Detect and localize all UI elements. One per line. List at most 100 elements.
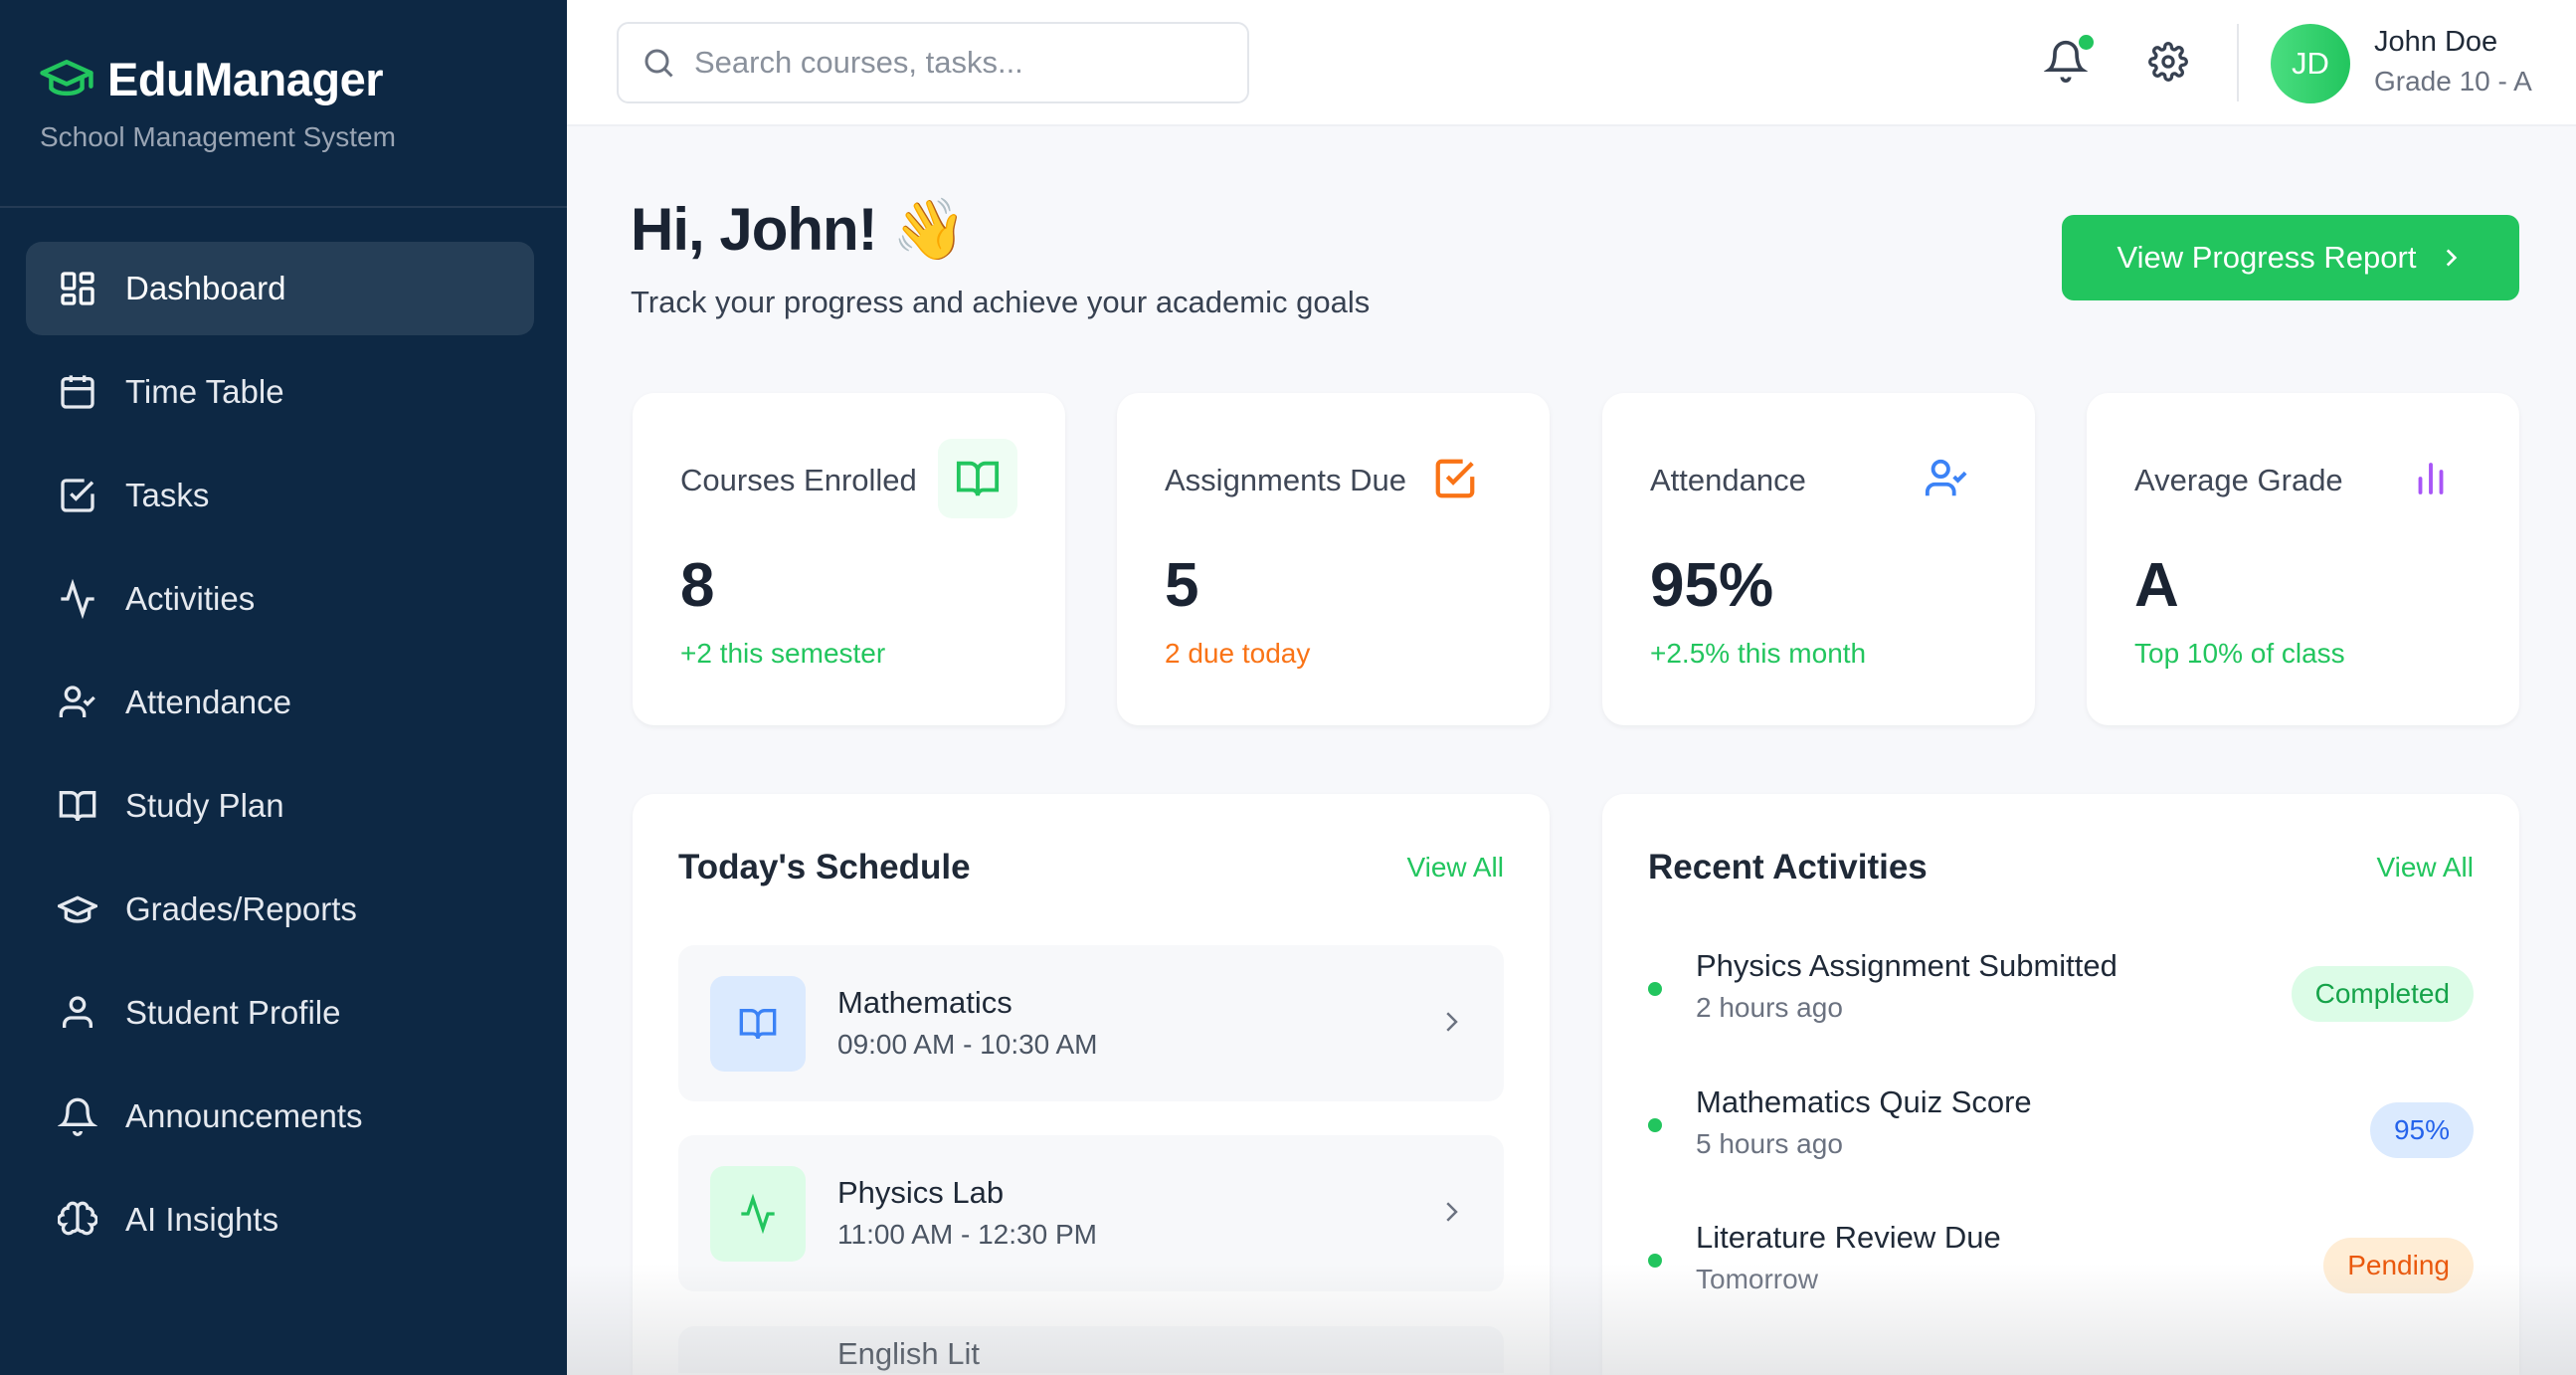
- user-check-icon: [59, 686, 95, 717]
- gear-icon[interactable]: [2148, 42, 2188, 82]
- activity-title: Mathematics Quiz Score: [1696, 1084, 2032, 1119]
- chevron-right-icon: [1446, 1202, 1458, 1222]
- schedule-item[interactable]: English Lit: [678, 1326, 1504, 1373]
- notification-bell-icon[interactable]: [2044, 38, 2088, 84]
- book-icon: [59, 791, 96, 822]
- view-all-link[interactable]: View All: [2376, 852, 2474, 883]
- sidebar-item-label: AI Insights: [125, 1201, 279, 1238]
- chevron-right-icon: [2447, 249, 2458, 267]
- activity-time: 5 hours ago: [1696, 1128, 1843, 1159]
- sidebar: EduManager School Management System Dash…: [0, 0, 567, 1375]
- graduation-cap-icon: [40, 59, 93, 96]
- user-name: John Doe: [2374, 26, 2498, 58]
- sidebar-item-label: Announcements: [125, 1097, 363, 1134]
- activity-time: Tomorrow: [1696, 1264, 1818, 1294]
- bar-chart-icon: [2391, 439, 2471, 518]
- user-grade: Grade 10 - A: [2374, 66, 2532, 97]
- brand-subtitle: School Management System: [40, 121, 396, 152]
- stat-sub: Top 10% of class: [2134, 638, 2345, 669]
- graduation-cap-icon: [58, 895, 97, 923]
- header-divider: [2237, 24, 2239, 101]
- brand-logo[interactable]: EduManager: [40, 52, 384, 106]
- stat-sub: +2.5% this month: [1650, 638, 1867, 669]
- score-badge: 95%: [2369, 1102, 2474, 1158]
- brand-title: EduManager: [107, 53, 384, 105]
- status-dot: [1648, 1254, 1662, 1268]
- schedule-item[interactable]: Mathematics 09:00 AM - 10:30 AM: [678, 945, 1504, 1101]
- schedule-time: 11:00 AM - 12:30 PM: [837, 1219, 1097, 1250]
- schedule-time: 09:00 AM - 10:30 AM: [837, 1029, 1098, 1060]
- sidebar-item-ai-insights[interactable]: AI Insights: [26, 1173, 534, 1267]
- activity-item[interactable]: Physics Assignment Submitted 2 hours ago…: [1648, 936, 2474, 1056]
- sidebar-item-label: Student Profile: [125, 994, 341, 1031]
- activity-icon: [61, 579, 94, 619]
- recent-activities-card: Recent Activities View All Physics Assig…: [1602, 794, 2519, 1375]
- stat-value: 95%: [1650, 551, 1774, 620]
- stat-value: 8: [680, 551, 715, 620]
- stat-card-average-grade[interactable]: Average Grade A Top 10% of class: [2087, 393, 2519, 725]
- brain-icon: [58, 1201, 97, 1236]
- status-badge: Completed: [2291, 966, 2474, 1022]
- stat-label: Attendance: [1650, 463, 1806, 497]
- sidebar-item-label: Time Table: [125, 373, 284, 410]
- sidebar-item-label: Study Plan: [125, 787, 284, 824]
- card-title: Recent Activities: [1648, 848, 1928, 886]
- activity-title: Literature Review Due: [1696, 1220, 2001, 1255]
- view-all-link[interactable]: View All: [1406, 852, 1504, 883]
- notification-dot: [2079, 35, 2094, 50]
- sidebar-item-label: Dashboard: [125, 270, 286, 306]
- stat-card-assignments[interactable]: Assignments Due 5 2 due today: [1117, 393, 1550, 725]
- schedule-item[interactable]: Physics Lab 11:00 AM - 12:30 PM: [678, 1135, 1504, 1291]
- sidebar-item-grades-reports[interactable]: Grades/Reports: [26, 863, 534, 956]
- calendar-icon: [61, 375, 94, 409]
- sidebar-item-announcements[interactable]: Announcements: [26, 1070, 534, 1163]
- sidebar-item-time-table[interactable]: Time Table: [26, 345, 534, 439]
- checkbox-icon: [1415, 439, 1495, 518]
- sidebar-item-label: Grades/Reports: [125, 890, 357, 927]
- card-title: Today's Schedule: [678, 848, 971, 886]
- stat-card-attendance[interactable]: Attendance 95% +2.5% this month: [1602, 393, 2035, 725]
- sidebar-item-activities[interactable]: Activities: [26, 552, 534, 646]
- todays-schedule-card: Today's Schedule View All Mathematics 09…: [633, 794, 1550, 1375]
- sidebar-item-tasks[interactable]: Tasks: [26, 449, 534, 542]
- stat-sub: +2 this semester: [680, 638, 886, 669]
- bell-icon: [58, 1097, 97, 1136]
- status-dot: [1648, 982, 1662, 996]
- top-bar: JD John Doe Grade 10 - A: [567, 0, 2576, 126]
- sidebar-item-label: Activities: [125, 580, 256, 617]
- book-icon: [938, 439, 1017, 518]
- activity-time: 2 hours ago: [1696, 992, 1843, 1023]
- sidebar-item-attendance[interactable]: Attendance: [26, 656, 534, 749]
- activity-icon: [710, 1166, 806, 1262]
- sidebar-divider: [0, 206, 567, 208]
- schedule-title: Physics Lab: [837, 1175, 1005, 1210]
- stat-label: Assignments Due: [1165, 463, 1406, 497]
- schedule-title: Mathematics: [837, 985, 1012, 1020]
- stat-card-courses[interactable]: Courses Enrolled 8 +2 this semester: [633, 393, 1065, 725]
- status-badge: Pending: [2323, 1238, 2474, 1293]
- sidebar-nav: Dashboard Time Table Tasks Activities At…: [26, 242, 534, 1277]
- schedule-title: English Lit: [837, 1336, 981, 1371]
- sidebar-item-study-plan[interactable]: Study Plan: [26, 759, 534, 853]
- search-input[interactable]: [694, 45, 1231, 81]
- status-dot: [1648, 1118, 1662, 1132]
- activity-item[interactable]: Literature Review Due Tomorrow Pending: [1648, 1208, 2474, 1327]
- book-icon: [710, 976, 806, 1072]
- user-check-icon: [1907, 439, 1986, 518]
- user-icon: [63, 996, 92, 1028]
- avatar[interactable]: JD: [2271, 24, 2350, 103]
- button-label: View Progress Report: [2116, 240, 2417, 275]
- stat-sub: 2 due today: [1165, 638, 1311, 669]
- view-progress-report-button[interactable]: View Progress Report: [2062, 215, 2519, 300]
- page-title: Hi, John! 👋: [631, 196, 967, 263]
- sidebar-item-dashboard[interactable]: Dashboard: [26, 242, 534, 335]
- sidebar-item-student-profile[interactable]: Student Profile: [26, 966, 534, 1060]
- sidebar-item-label: Attendance: [125, 684, 291, 720]
- checkbox-icon: [61, 479, 94, 512]
- page-subtitle: Track your progress and achieve your aca…: [631, 285, 1371, 319]
- activity-title: Physics Assignment Submitted: [1696, 948, 2117, 983]
- dashboard-icon: [61, 272, 94, 305]
- activity-item[interactable]: Mathematics Quiz Score 5 hours ago 95%: [1648, 1073, 2474, 1192]
- search-box[interactable]: [617, 22, 1249, 103]
- chevron-right-icon: [1446, 1012, 1458, 1032]
